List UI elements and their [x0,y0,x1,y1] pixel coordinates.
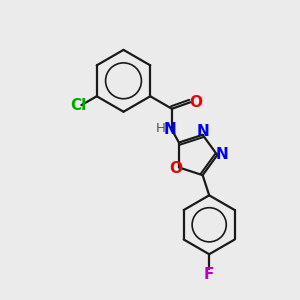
Text: O: O [169,161,182,176]
Text: N: N [197,124,210,140]
Text: Cl: Cl [70,98,86,112]
Text: F: F [204,267,214,282]
Text: O: O [190,95,202,110]
Text: N: N [164,122,177,136]
Text: N: N [215,147,228,162]
Text: H: H [156,122,166,135]
